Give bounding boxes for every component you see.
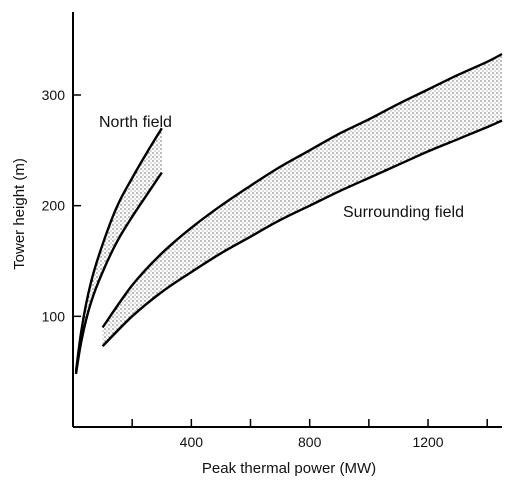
north-field-lower-curve bbox=[74, 171, 163, 375]
x-tick-label: 400 bbox=[180, 434, 204, 450]
surrounding-field-band bbox=[102, 54, 502, 347]
north-field-band bbox=[76, 128, 162, 374]
ticks-layer: 400 800 1200 100 200 300 bbox=[42, 87, 488, 450]
y-tick-label: 200 bbox=[42, 198, 66, 214]
y-tick-label: 100 bbox=[42, 308, 66, 324]
north-field-upper-curve bbox=[74, 127, 163, 372]
x-axis-label: Peak thermal power (MW) bbox=[202, 460, 376, 477]
axes-layer bbox=[72, 12, 502, 428]
north-field-label: North field bbox=[99, 114, 172, 131]
y-tick-label: 300 bbox=[42, 87, 66, 103]
surrounding-field-label: Surrounding field bbox=[343, 204, 464, 221]
surrounding-field-lower-curve bbox=[101, 119, 503, 348]
bands-layer bbox=[74, 53, 503, 375]
surrounding-field-upper-curve bbox=[101, 53, 503, 329]
y-axis-label: Tower height (m) bbox=[11, 158, 28, 270]
x-tick-label: 800 bbox=[298, 434, 322, 450]
x-tick-label: 1200 bbox=[412, 434, 443, 450]
